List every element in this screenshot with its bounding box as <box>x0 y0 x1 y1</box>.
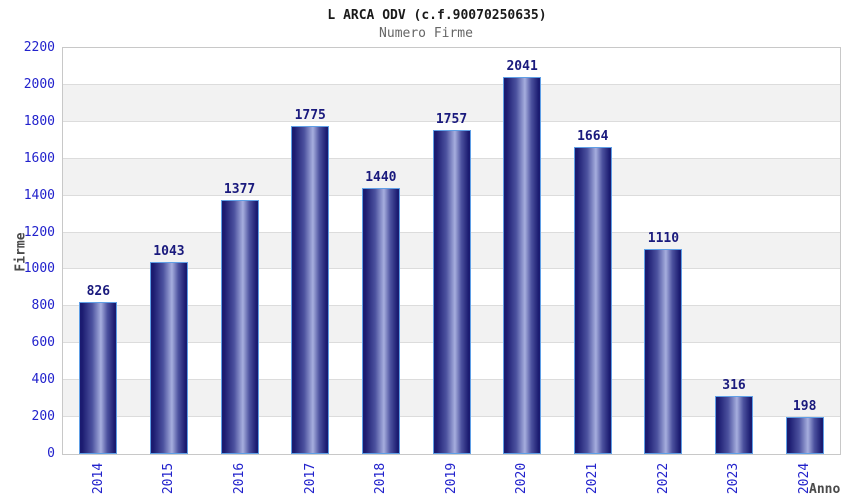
bar-2022 <box>644 249 683 454</box>
bar-2024 <box>785 417 824 454</box>
x-tick-label-2017: 2017 <box>292 457 328 499</box>
bar-value-label: 1440 <box>365 170 397 186</box>
x-tick-label-2015: 2015 <box>151 457 187 499</box>
x-tick-text: 2023 <box>726 462 742 494</box>
grid-band <box>63 48 840 85</box>
x-axis-title: Anno <box>809 482 841 497</box>
y-tick-label: 800 <box>31 298 55 314</box>
y-tick-label: 1200 <box>23 224 55 240</box>
y-tick-label: 2000 <box>23 76 55 92</box>
x-tick-label-2019: 2019 <box>434 457 470 499</box>
y-tick-label: 2200 <box>23 40 55 55</box>
bar-2021 <box>573 146 612 454</box>
x-tick-text: 2016 <box>232 462 248 494</box>
bar-value-label: 1377 <box>223 181 256 197</box>
x-tick-label-2021: 2021 <box>575 457 611 499</box>
bar-value-label: 1757 <box>435 111 468 127</box>
chart-subtitle: Numero Firme <box>379 26 473 41</box>
bar-2016 <box>220 199 259 454</box>
y-tick-label: 1800 <box>23 113 55 129</box>
bar-2018 <box>361 188 400 454</box>
x-tick-text: 2015 <box>161 462 177 494</box>
x-tick-label-2016: 2016 <box>222 457 258 499</box>
x-tick-text: 2017 <box>302 462 318 494</box>
gridline <box>63 83 840 85</box>
chart-title: L ARCA ODV (c.f.90070250635) <box>327 8 547 23</box>
bar-2017 <box>291 126 330 454</box>
bar-value-label: 1664 <box>577 128 609 144</box>
bar-value-label: 826 <box>86 283 111 299</box>
x-tick-text: 2022 <box>655 462 671 494</box>
bar-2023 <box>715 395 754 454</box>
x-tick-label-2014: 2014 <box>80 457 116 499</box>
x-tick-text: 2018 <box>373 462 389 494</box>
bar-value-label: 316 <box>722 377 746 393</box>
x-tick-label-2023: 2023 <box>716 457 752 499</box>
bar-value-label: 1110 <box>647 231 680 247</box>
gridline <box>63 120 840 122</box>
bar-value-label: 2041 <box>506 59 538 75</box>
y-tick-label: 200 <box>31 409 55 425</box>
x-tick-text: 2014 <box>90 462 106 494</box>
x-tick-label-2020: 2020 <box>504 457 540 499</box>
bar-2015 <box>149 261 188 454</box>
x-tick-text: 2021 <box>585 462 601 494</box>
x-tick-label-2022: 2022 <box>645 457 681 499</box>
bar-value-label: 198 <box>792 399 817 415</box>
bar-value-label: 1043 <box>153 243 185 259</box>
y-tick-label: 600 <box>31 335 55 351</box>
y-tick-label: 0 <box>47 446 55 461</box>
bar-2014 <box>79 301 118 454</box>
y-tick-label: 1600 <box>23 150 55 166</box>
bar-2020 <box>503 77 542 454</box>
x-tick-label-2018: 2018 <box>363 457 399 499</box>
plot-area: 826 1043 1377 1775 1440 1757 2041 1664 1110 316 19… <box>62 47 841 455</box>
bar-2019 <box>432 129 471 454</box>
x-tick-text: 2020 <box>514 462 530 494</box>
x-tick-text: 2019 <box>444 462 459 494</box>
grid-band <box>63 84 840 122</box>
y-tick-label: 1400 <box>23 187 55 203</box>
bar-value-label: 1775 <box>294 108 326 124</box>
y-tick-label: 400 <box>31 372 55 388</box>
y-tick-label: 1000 <box>23 261 55 277</box>
